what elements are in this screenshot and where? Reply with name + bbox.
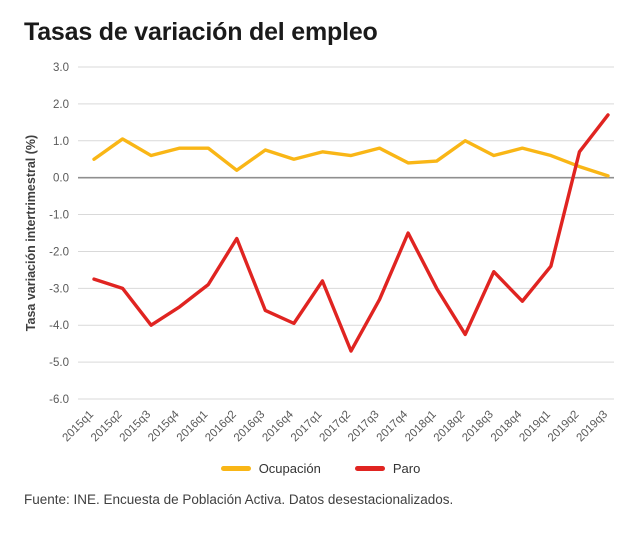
x-tick-label: 2019q2 xyxy=(546,409,582,445)
legend-label-paro: Paro xyxy=(392,461,421,476)
chart-legend: Ocupación Paro xyxy=(22,461,619,476)
legend-item-ocupacion: Ocupación xyxy=(220,461,321,476)
x-tick-label: 2015q3 xyxy=(118,409,154,445)
y-tick-label: -3.0 xyxy=(49,283,69,295)
ocupacion-line-swatch-icon xyxy=(220,466,251,471)
series-line-ocupación xyxy=(92,137,610,178)
y-tick-label: 1.0 xyxy=(53,136,69,148)
series-line-paro xyxy=(92,113,610,353)
y-tick-label: 2.0 xyxy=(53,99,69,111)
x-tick-label: 2016q1 xyxy=(175,409,211,445)
x-tick-label: 2018q3 xyxy=(460,409,496,445)
x-tick-label: 2017q3 xyxy=(346,409,382,445)
x-tick-label: 2018q1 xyxy=(403,409,439,445)
y-tick-label: 3.0 xyxy=(53,62,69,74)
y-tick-label: -5.0 xyxy=(49,357,69,369)
x-tick-label: 2019q1 xyxy=(517,409,553,445)
page-title: Tasas de variación del empleo xyxy=(24,18,378,46)
y-tick-label: -1.0 xyxy=(49,210,69,222)
x-tick-label: 2016q3 xyxy=(232,409,268,445)
x-tick-label: 2015q1 xyxy=(61,409,97,445)
source-note: Fuente: INE. Encuesta de Población Activ… xyxy=(24,492,454,507)
x-tick-label: 2016q2 xyxy=(203,409,239,445)
chart-area: 3.0 2.0 1.0 0.0 -1.0 -2.0 -3.0 -4.0 -5.0 -6.0 2015… xyxy=(22,57,619,459)
y-tick-label: -6.0 xyxy=(49,394,69,406)
x-tick-label: 2017q2 xyxy=(318,409,354,445)
y-tick-label: -2.0 xyxy=(49,246,69,258)
y-axis-title: Tasa variación intertrimestral (%) xyxy=(24,135,38,331)
paro-line-swatch-icon xyxy=(354,466,385,471)
x-tick-label: 2018q2 xyxy=(432,409,468,445)
legend-label-ocupacion: Ocupación xyxy=(258,461,321,476)
x-tick-label: 2015q2 xyxy=(89,409,125,445)
chart-canvas: 3.0 2.0 1.0 0.0 -1.0 -2.0 -3.0 -4.0 -5.0 -6.0 2015… xyxy=(24,62,614,445)
chart-page: Tasas de variación del empleo 3.0 2.0 1.0 0… xyxy=(22,18,619,507)
x-tick-label: 2017q1 xyxy=(289,409,325,445)
y-tick-label: 0.0 xyxy=(53,173,69,185)
y-tick-label: -4.0 xyxy=(49,320,69,332)
x-tick-label: 2019q3 xyxy=(575,409,611,445)
legend-item-paro: Paro xyxy=(354,461,421,476)
